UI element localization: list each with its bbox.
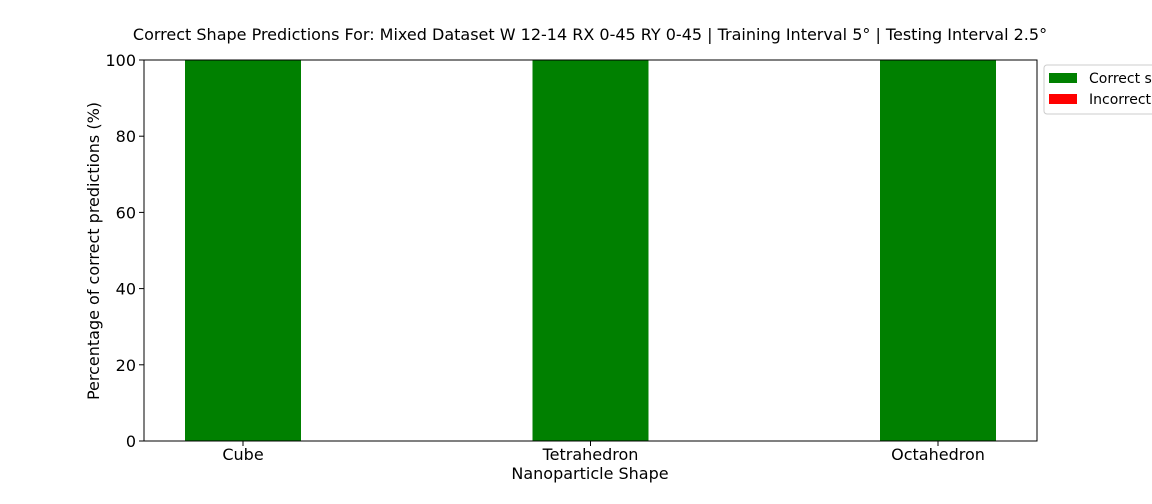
plot-area: 0 20 40 60 80 100 Cube Tetrahedron Octahedron — [105, 51, 1038, 464]
x-tick-label: Cube — [222, 445, 263, 464]
x-tick-label: Tetrahedron — [542, 445, 639, 464]
bars — [185, 60, 996, 441]
chart-title: Correct Shape Predictions For: Mixed Dat… — [133, 25, 1047, 44]
legend: Correct s Incorrect — [1043, 64, 1152, 115]
y-tick-label: 80 — [116, 127, 136, 146]
x-axis-ticks: Cube Tetrahedron Octahedron — [222, 441, 985, 464]
y-axis-ticks: 0 20 40 60 80 100 — [105, 51, 144, 451]
y-tick-label: 100 — [105, 51, 136, 70]
y-tick-label: 60 — [116, 203, 136, 222]
y-tick-label: 40 — [116, 280, 136, 299]
bar-correct-octahedron — [880, 60, 996, 441]
x-axis-label: Nanoparticle Shape — [511, 464, 668, 483]
legend-items: Correct s Incorrect — [1049, 71, 1152, 108]
legend-label-correct: Correct s — [1089, 71, 1152, 87]
legend-swatch-incorrect — [1049, 94, 1077, 104]
bar-correct-tetrahedron — [532, 60, 649, 441]
legend-swatch-correct — [1049, 73, 1077, 83]
y-tick-label: 20 — [116, 356, 136, 375]
x-tick-label: Octahedron — [891, 445, 985, 464]
y-tick-label: 0 — [126, 432, 136, 451]
y-axis-label: Percentage of correct predictions (%) — [84, 102, 103, 400]
bar-correct-cube — [185, 60, 301, 441]
legend-label-incorrect: Incorrect — [1089, 92, 1152, 108]
